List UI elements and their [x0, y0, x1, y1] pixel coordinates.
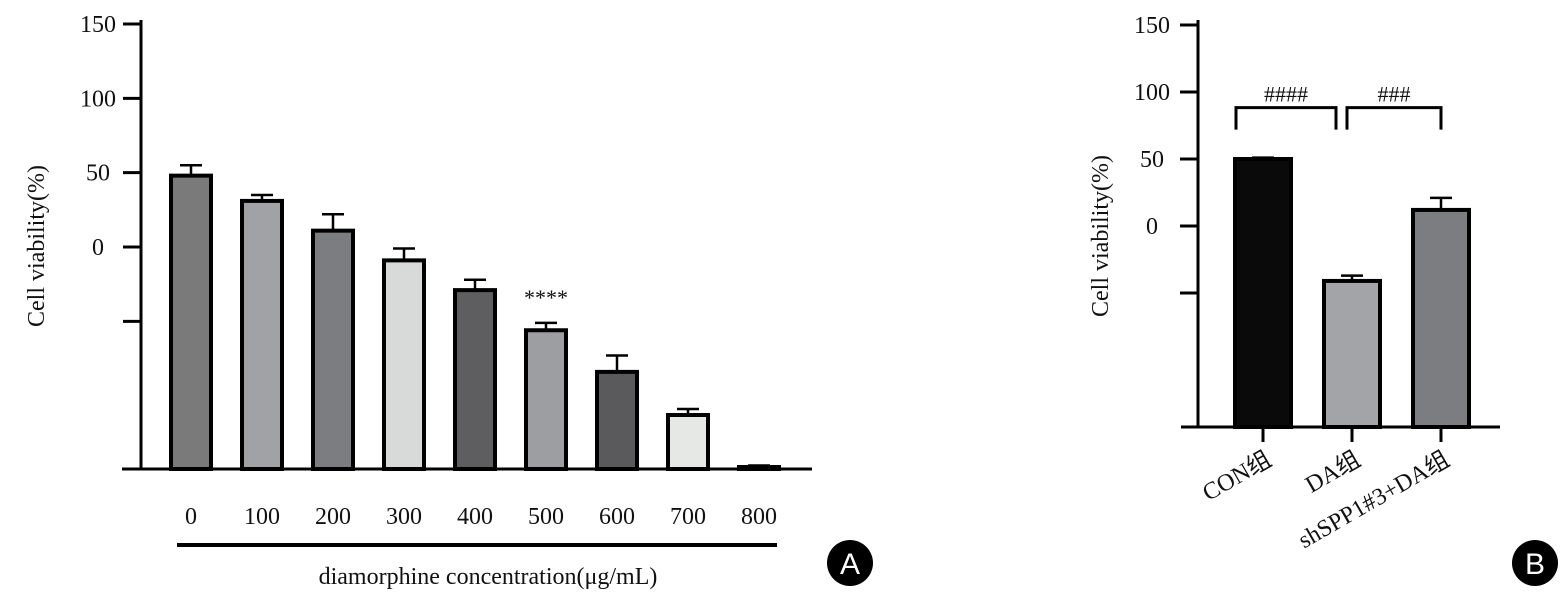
x-tick-label: 0 — [185, 504, 197, 530]
bar-8 — [666, 412, 710, 472]
comparison-bracket — [1234, 106, 1338, 130]
bar-2 — [1322, 278, 1382, 429]
panel-b-comparisons: #### ### — [1234, 82, 1443, 130]
panel-b-bars — [1233, 156, 1471, 429]
bar-2 — [240, 198, 284, 471]
y-tick-label: 0 — [92, 235, 104, 261]
panel-a-badge: A — [827, 540, 873, 586]
panel-b: Cell viability(%) 0 50 100 150 CON组 DA组shSPP… — [1088, 13, 1558, 586]
x-tick-label: 600 — [599, 504, 635, 530]
panel-b-y-axis: 0 50 100 150 — [1134, 13, 1200, 427]
bar-3 — [311, 228, 355, 471]
panel-b-letter: B — [1525, 548, 1545, 581]
comparison-label: ### — [1378, 82, 1411, 107]
x-tick-label: CON组 — [1198, 446, 1276, 507]
x-tick-label: 100 — [244, 504, 280, 530]
x-tick-label: 800 — [741, 504, 777, 530]
bar-4 — [382, 258, 426, 471]
x-tick-label: 300 — [386, 504, 422, 530]
comparison-bracket — [1345, 106, 1443, 130]
panel-a-ylabel: Cell viability(%) — [24, 165, 50, 327]
y-tick-label: 150 — [1134, 13, 1170, 39]
panel-a: Cell viability(%) 0 50 100 150 0 100 200 300 40… — [24, 12, 873, 590]
comparison-label: #### — [1264, 82, 1308, 107]
panel-a-significance-label: **** — [524, 285, 568, 310]
y-tick-label: 0 — [1146, 214, 1158, 240]
x-tick-label: 700 — [670, 504, 706, 530]
y-tick-label: 100 — [80, 86, 116, 112]
panel-b-badge: B — [1512, 540, 1558, 586]
x-tick-label: DA组 — [1301, 446, 1365, 499]
y-tick-label: 100 — [1134, 80, 1170, 106]
panel-a-x-axis: 0 100 200 300 400 500 600 700 800 — [122, 467, 812, 530]
x-tick-label: 400 — [457, 504, 493, 530]
panel-a-bars — [169, 163, 781, 472]
x-tick-label: 200 — [315, 504, 351, 530]
x-tick-label: 500 — [528, 504, 564, 530]
y-tick-label: 50 — [86, 161, 110, 187]
bar-6 — [524, 328, 568, 471]
y-tick-label: 150 — [80, 12, 116, 38]
panel-a-y-axis: 0 50 100 150 — [80, 12, 143, 469]
y-tick-label: 50 — [1140, 147, 1164, 173]
panel-a-xlabel: diamorphine concentration(μg/mL) — [319, 564, 658, 590]
x-tick-label: shSPP1#3+DA组 — [1294, 446, 1454, 554]
panel-a-letter: A — [840, 548, 860, 581]
bar-5 — [453, 288, 497, 472]
panel-b-ylabel: Cell viability(%) — [1088, 155, 1114, 317]
bar-1 — [169, 173, 213, 471]
bar-7 — [595, 369, 639, 472]
bar-1 — [1233, 157, 1293, 429]
bar-3 — [1411, 207, 1471, 429]
